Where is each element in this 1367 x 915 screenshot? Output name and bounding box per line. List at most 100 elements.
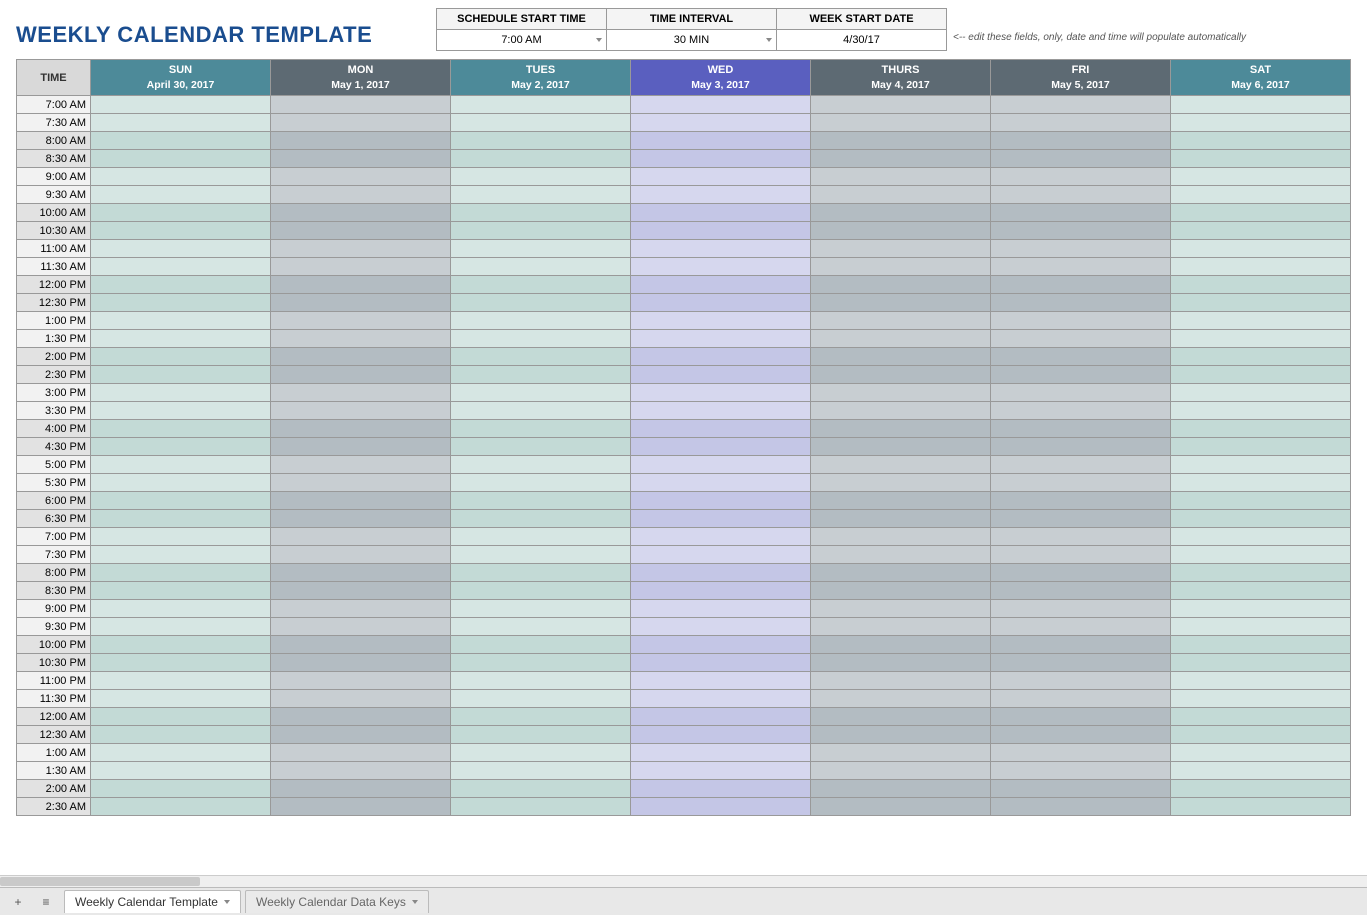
calendar-cell[interactable] [91,690,271,708]
calendar-cell[interactable] [631,132,811,150]
calendar-cell[interactable] [1171,618,1351,636]
calendar-cell[interactable] [91,312,271,330]
calendar-cell[interactable] [811,546,991,564]
sheet-tab[interactable]: Weekly Calendar Template [64,890,241,913]
calendar-cell[interactable] [1171,114,1351,132]
calendar-cell[interactable] [271,726,451,744]
calendar-cell[interactable] [811,168,991,186]
calendar-cell[interactable] [91,276,271,294]
calendar-cell[interactable] [91,744,271,762]
calendar-cell[interactable] [91,366,271,384]
calendar-cell[interactable] [991,402,1171,420]
calendar-cell[interactable] [811,780,991,798]
calendar-cell[interactable] [991,204,1171,222]
calendar-cell[interactable] [91,780,271,798]
calendar-cell[interactable] [271,528,451,546]
calendar-cell[interactable] [451,600,631,618]
calendar-cell[interactable] [91,762,271,780]
calendar-cell[interactable] [91,186,271,204]
calendar-cell[interactable] [451,366,631,384]
calendar-cell[interactable] [271,384,451,402]
calendar-cell[interactable] [1171,150,1351,168]
calendar-cell[interactable] [271,618,451,636]
calendar-cell[interactable] [271,168,451,186]
calendar-cell[interactable] [91,330,271,348]
calendar-cell[interactable] [811,312,991,330]
calendar-cell[interactable] [91,420,271,438]
calendar-cell[interactable] [811,204,991,222]
calendar-cell[interactable] [991,366,1171,384]
calendar-cell[interactable] [811,744,991,762]
calendar-cell[interactable] [991,636,1171,654]
calendar-cell[interactable] [631,780,811,798]
calendar-cell[interactable] [991,618,1171,636]
calendar-cell[interactable] [1171,204,1351,222]
calendar-cell[interactable] [811,330,991,348]
calendar-cell[interactable] [991,582,1171,600]
calendar-cell[interactable] [631,348,811,366]
calendar-cell[interactable] [811,150,991,168]
calendar-cell[interactable] [271,204,451,222]
calendar-cell[interactable] [91,474,271,492]
calendar-cell[interactable] [271,438,451,456]
calendar-cell[interactable] [451,510,631,528]
calendar-cell[interactable] [631,798,811,816]
calendar-cell[interactable] [451,114,631,132]
calendar-cell[interactable] [631,330,811,348]
calendar-cell[interactable] [91,96,271,114]
calendar-cell[interactable] [631,582,811,600]
calendar-cell[interactable] [91,672,271,690]
calendar-cell[interactable] [631,114,811,132]
calendar-cell[interactable] [991,276,1171,294]
calendar-cell[interactable] [1171,600,1351,618]
calendar-cell[interactable] [91,348,271,366]
calendar-cell[interactable] [91,114,271,132]
calendar-cell[interactable] [1171,582,1351,600]
calendar-cell[interactable] [811,96,991,114]
calendar-cell[interactable] [451,420,631,438]
calendar-cell[interactable] [631,654,811,672]
calendar-cell[interactable] [91,546,271,564]
calendar-cell[interactable] [991,438,1171,456]
calendar-cell[interactable] [811,564,991,582]
calendar-cell[interactable] [271,744,451,762]
calendar-cell[interactable] [1171,222,1351,240]
calendar-cell[interactable] [271,690,451,708]
calendar-cell[interactable] [991,564,1171,582]
calendar-cell[interactable] [991,420,1171,438]
calendar-cell[interactable] [1171,510,1351,528]
calendar-cell[interactable] [451,330,631,348]
calendar-cell[interactable] [991,312,1171,330]
calendar-cell[interactable] [271,582,451,600]
calendar-cell[interactable] [1171,384,1351,402]
calendar-cell[interactable] [631,546,811,564]
calendar-cell[interactable] [1171,456,1351,474]
calendar-cell[interactable] [451,150,631,168]
calendar-cell[interactable] [91,582,271,600]
calendar-cell[interactable] [811,276,991,294]
calendar-cell[interactable] [91,438,271,456]
calendar-cell[interactable] [631,258,811,276]
calendar-cell[interactable] [271,150,451,168]
settings-start-time[interactable]: 7:00 AM [437,30,607,51]
calendar-cell[interactable] [811,492,991,510]
calendar-cell[interactable] [271,798,451,816]
calendar-cell[interactable] [91,636,271,654]
calendar-cell[interactable] [1171,420,1351,438]
calendar-cell[interactable] [271,546,451,564]
calendar-cell[interactable] [631,600,811,618]
calendar-cell[interactable] [811,402,991,420]
calendar-cell[interactable] [631,186,811,204]
calendar-cell[interactable] [991,654,1171,672]
calendar-cell[interactable] [91,150,271,168]
calendar-cell[interactable] [811,132,991,150]
calendar-cell[interactable] [451,618,631,636]
calendar-cell[interactable] [811,618,991,636]
calendar-cell[interactable] [271,762,451,780]
calendar-cell[interactable] [991,222,1171,240]
calendar-cell[interactable] [631,474,811,492]
calendar-cell[interactable] [811,438,991,456]
calendar-cell[interactable] [991,240,1171,258]
calendar-cell[interactable] [271,654,451,672]
settings-week-start[interactable]: 4/30/17 [777,30,947,51]
